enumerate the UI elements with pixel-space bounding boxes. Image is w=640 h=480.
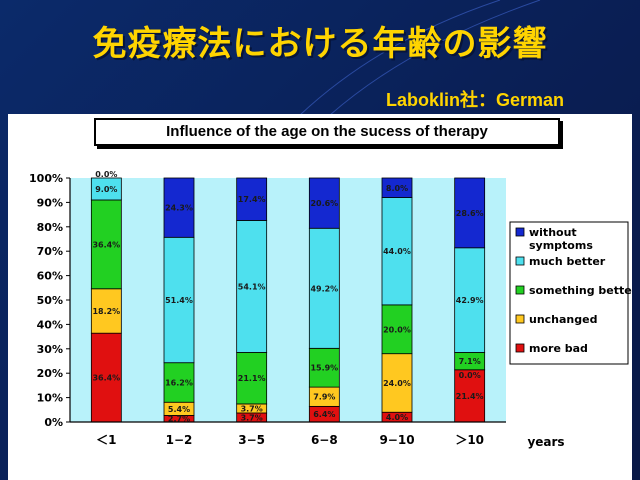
data-label: 24.3% bbox=[165, 204, 193, 213]
bar-segment bbox=[308, 177, 340, 229]
y-tick-label: 50% bbox=[37, 294, 63, 307]
data-label: 8.0% bbox=[386, 184, 408, 193]
x-tick-label: ＜1 bbox=[96, 433, 116, 447]
data-label: 17.4% bbox=[238, 195, 266, 204]
data-label: 2.7% bbox=[168, 415, 190, 424]
bar-segment bbox=[381, 304, 413, 355]
x-tick-label: ＞10 bbox=[455, 433, 484, 447]
legend-swatch bbox=[515, 314, 525, 324]
bar-segment bbox=[454, 247, 486, 353]
data-label: 16.2% bbox=[165, 378, 193, 387]
bar-segment bbox=[90, 199, 122, 290]
bar-segment bbox=[90, 332, 122, 423]
data-label: 21.1% bbox=[238, 374, 266, 383]
data-label: 44.0% bbox=[383, 247, 411, 256]
x-tick-label: 9−10 bbox=[379, 433, 414, 447]
y-tick-label: 70% bbox=[37, 245, 63, 258]
y-tick-label: 20% bbox=[37, 367, 63, 380]
bar-segment bbox=[236, 177, 268, 221]
bar-segment bbox=[454, 177, 486, 249]
legend-swatch bbox=[515, 227, 525, 237]
data-label: 42.9% bbox=[456, 296, 484, 305]
chart-panel: Influence of the age on the sucess of th… bbox=[8, 114, 632, 480]
data-label: 0.0% bbox=[459, 371, 481, 380]
data-label: 9.0% bbox=[95, 185, 117, 194]
bar-segment bbox=[308, 347, 340, 388]
data-label: 20.6% bbox=[310, 199, 338, 208]
data-label: 7.9% bbox=[313, 393, 335, 402]
data-label: 5.4% bbox=[168, 405, 190, 414]
stacked-bar-chart: 0% 10% 20% 30% 40% 50% 60% 70% 80% 90% 100% ＜1 1−2 3−… bbox=[29, 170, 632, 449]
data-label: 20.0% bbox=[383, 325, 411, 334]
data-label: 3.7% bbox=[241, 413, 263, 422]
y-tick-label: 30% bbox=[37, 343, 63, 356]
legend-label: without symptoms bbox=[529, 226, 593, 252]
legend-label: something better bbox=[529, 284, 632, 297]
bar-segment bbox=[90, 288, 122, 334]
data-label: 7.1% bbox=[459, 357, 481, 366]
legend-swatch bbox=[515, 256, 525, 266]
x-axis-title: years bbox=[527, 435, 564, 449]
data-label: 6.4% bbox=[313, 410, 335, 419]
legend-swatch bbox=[515, 343, 525, 353]
x-tick-label: 1−2 bbox=[166, 433, 193, 447]
legend-label: much better bbox=[529, 255, 606, 268]
data-label: 21.4% bbox=[456, 392, 484, 401]
x-tick-label: 6−8 bbox=[311, 433, 338, 447]
y-tick-label: 40% bbox=[37, 318, 63, 331]
bar-segment bbox=[454, 369, 486, 423]
bar-segment bbox=[381, 177, 413, 198]
y-tick-label: 100% bbox=[29, 172, 63, 185]
bar-segment bbox=[308, 227, 340, 349]
bar-segment bbox=[236, 220, 268, 353]
data-label: 36.4% bbox=[92, 240, 120, 249]
y-tick-label: 80% bbox=[37, 221, 63, 234]
bar-segment bbox=[163, 362, 195, 403]
y-tick-label: 90% bbox=[37, 196, 63, 209]
bar-segment bbox=[381, 353, 413, 413]
data-label: 49.2% bbox=[310, 284, 338, 293]
bar-segment bbox=[236, 352, 268, 405]
background-arc-decoration bbox=[299, 0, 541, 115]
data-label: 28.6% bbox=[456, 209, 484, 218]
data-label: 18.2% bbox=[92, 307, 120, 316]
data-label: 4.0% bbox=[386, 413, 408, 422]
slide-title: 免疫療法における年齢の影響 bbox=[92, 24, 548, 64]
bar-segment bbox=[163, 177, 195, 238]
slide-subtitle: Laboklin社：German bbox=[385, 90, 564, 110]
data-label: 3.7% bbox=[241, 404, 263, 413]
bar-segment bbox=[163, 236, 195, 364]
y-tick-label: 10% bbox=[37, 392, 63, 405]
y-tick-label: 60% bbox=[37, 270, 63, 283]
data-label: 54.1% bbox=[238, 282, 266, 291]
x-tick-label: 3−5 bbox=[238, 433, 265, 447]
legend-label: unchanged bbox=[529, 313, 597, 326]
bar-segment bbox=[381, 197, 413, 306]
legend-swatch bbox=[515, 285, 525, 295]
data-label: 36.4% bbox=[92, 374, 120, 383]
chart-title: Influence of the age on the sucess of th… bbox=[94, 118, 560, 146]
data-label: 15.9% bbox=[310, 364, 338, 373]
y-tick-label: 0% bbox=[44, 416, 63, 429]
data-label: 24.0% bbox=[383, 379, 411, 388]
legend-label: more bad bbox=[529, 342, 588, 355]
legend-box bbox=[509, 221, 629, 365]
data-label: 0.0% bbox=[95, 170, 117, 179]
bar-segment bbox=[90, 177, 122, 201]
data-label: 51.4% bbox=[165, 296, 193, 305]
plot-area bbox=[70, 178, 506, 422]
